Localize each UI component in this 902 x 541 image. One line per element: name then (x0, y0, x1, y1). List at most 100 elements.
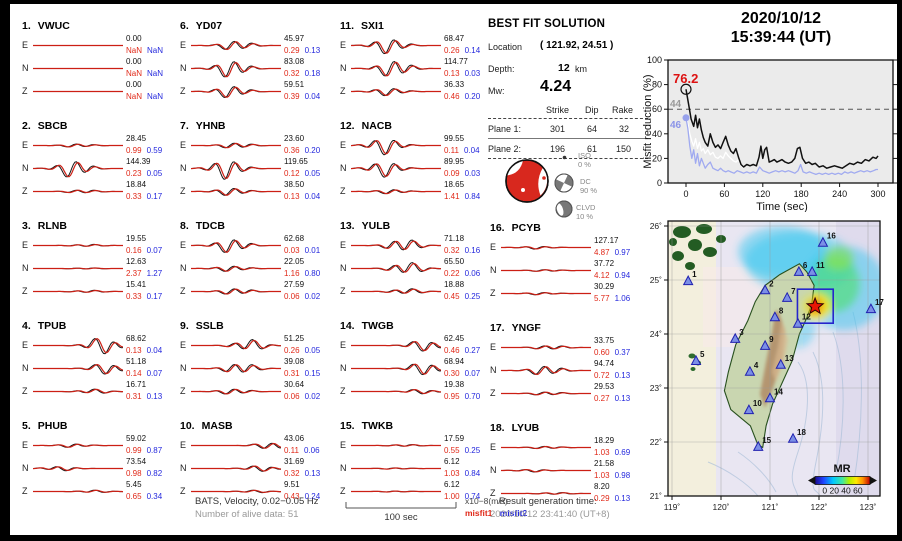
amplitude-value: 37.72 (594, 259, 615, 268)
misfit2-value: 1.06 (614, 293, 631, 303)
location-value: ( 121.92, 24.51 ) (540, 40, 614, 51)
station-name: PCYB (511, 222, 541, 234)
waveform-trace (351, 363, 441, 376)
station-block: 16. PCYB E 127.17 4.87 0.97 N 37.72 4.12 0.94 Z 30.… (490, 222, 642, 305)
station-block: 7. YHNB E 23.60 0.36 0.20 N 119.65 0.12 0.05 Z 38.5… (180, 120, 332, 203)
amplitude-value: 18.29 (594, 436, 615, 445)
map-lat-tick-label: 26˚ (650, 221, 662, 231)
misfit1-value: 0.31 (284, 368, 300, 378)
trace-row: Z 38.50 0.13 0.04 (180, 180, 332, 203)
amplitude-value: 65.50 (444, 257, 465, 266)
amplitude-value: 39.08 (284, 357, 305, 366)
misfit-values: 0.46 0.27 (444, 346, 480, 355)
misfit-values: NaN NaN (126, 69, 163, 78)
start-marker-dot (682, 114, 690, 122)
trace-row: E 68.62 0.13 0.04 (22, 334, 174, 357)
misfit-values: 0.11 0.04 (444, 146, 480, 155)
misfit2-value: 0.13 (146, 391, 163, 401)
misfit1-value: 0.14 (126, 368, 142, 378)
misfit2-value: 0.05 (304, 345, 321, 355)
station-number: 3. (22, 220, 31, 232)
amplitude-value: 23.60 (284, 134, 305, 143)
amplitude-value: 17.59 (444, 434, 465, 443)
depth-label: Depth: (488, 64, 515, 74)
amplitude-value: 29.53 (594, 382, 615, 391)
map-station-number: 2 (769, 279, 774, 288)
misfit2-value: 0.98 (614, 470, 631, 480)
waveform-trace (191, 239, 281, 253)
amplitude-value: 31.69 (284, 457, 305, 466)
dc-pct: 90 % (580, 186, 598, 195)
waveform-trace (33, 443, 123, 448)
waveform-trace (351, 189, 441, 195)
amplitude-value: 28.45 (126, 134, 147, 143)
misfit2-value: 0.82 (146, 468, 163, 478)
map-station-number: 17 (875, 298, 884, 307)
misfit-values: 0.30 0.07 (444, 369, 480, 378)
trace-row: Z 36.33 0.46 0.20 (340, 80, 492, 103)
dc-label: DC (580, 177, 591, 186)
misfit1-value: 0.39 (284, 91, 300, 101)
misfit2-value: 0.03 (464, 68, 481, 78)
station-block: 14. TWGB E 62.45 0.46 0.27 N 68.94 0.30 0.07 Z 19.3… (340, 320, 492, 403)
misfit1-value: 0.26 (444, 45, 460, 55)
station-triangle-icon (759, 339, 771, 350)
plane1-rake: 32 (619, 124, 630, 134)
misfit1-value: 0.32 (444, 245, 460, 255)
misfit2-value: 0.03 (464, 168, 481, 178)
map-lon-tick-label: 120˚ (712, 502, 729, 512)
station-block: 17. YNGF E 33.75 0.60 0.37 N 94.74 0.72 0.13 Z 29.5… (490, 322, 642, 405)
map-graticule: 119˚ 120˚ 121˚ 122˚ 123˚ 21˚ 22˚ 23˚ 24˚ 25˚ 26˚ (650, 221, 880, 512)
trace-row: Z 30.29 5.77 1.06 (490, 282, 642, 305)
component-label: Z (180, 86, 186, 96)
waveform-trace (191, 142, 281, 149)
station-label: 12. NACB (340, 120, 392, 132)
y-tick-label: 0 (657, 178, 662, 188)
misfit1-value: NaN (126, 68, 143, 78)
amplitude-value: 6.12 (444, 457, 460, 466)
event-time: 15:39:44 (UT) (730, 29, 832, 46)
station-label: 7. YHNB (180, 120, 226, 132)
separator (488, 138, 648, 139)
station-triangle-icon (787, 432, 799, 443)
waveform-trace (351, 88, 441, 97)
misfit1-value: 0.09 (444, 168, 460, 178)
station-block: 13. YULB E 71.18 0.32 0.16 N 65.50 0.22 0.06 Z 18.8… (340, 220, 492, 303)
component-label: E (180, 340, 187, 350)
waveform-trace (33, 489, 123, 493)
map-station-number: 9 (769, 335, 774, 344)
waveform-trace (191, 265, 281, 272)
waveform-trace (33, 243, 123, 247)
trace-row: E 18.29 1.03 0.69 (490, 436, 642, 459)
station-triangle-icon (729, 332, 741, 343)
station-triangle-icon (792, 317, 804, 328)
misfit-values: NaN NaN (126, 92, 163, 101)
misfit1-value: 0.32 (284, 468, 300, 478)
component-label: E (22, 440, 29, 450)
waveform-trace (191, 442, 281, 449)
station-block: 5. PHUB E 59.02 0.99 0.87 N 73.54 0.98 0.82 Z 5.45 0… (22, 420, 174, 503)
station-number: 9. (180, 320, 189, 332)
station-name: YULB (361, 220, 391, 232)
map-lat-tick-label: 24˚ (650, 329, 662, 339)
component-label: N (340, 463, 347, 473)
misfit-values: 0.32 0.13 (284, 469, 320, 478)
trace-row: E 99.55 0.11 0.04 (340, 134, 492, 157)
amplitude-value: 33.75 (594, 336, 615, 345)
station-triangle-icon (744, 365, 756, 376)
station-number: 10. (180, 420, 195, 432)
station-triangle-icon (682, 275, 694, 286)
trace-row: Z 6.12 1.00 0.74 (340, 480, 492, 503)
misfit2-value: 0.15 (304, 368, 321, 378)
misfit-values: 0.13 0.03 (444, 69, 480, 78)
map-station-number: 10 (753, 399, 762, 408)
component-label: E (180, 140, 187, 150)
misfit-values: 1.03 0.98 (594, 471, 630, 480)
waveform-trace (501, 246, 591, 250)
misfit1-value: 1.00 (444, 491, 460, 501)
station-column-1: 1. VWUC E 0.00 NaN NaN N 0.00 NaN NaN Z 0.00 NaN NaN 2… (22, 20, 174, 520)
component-label: E (490, 342, 497, 352)
location-label: Location (488, 42, 523, 52)
station-block: 8. TDCB E 62.68 0.03 0.01 N 22.05 1.16 0.80 Z 27.59… (180, 220, 332, 303)
misfit-values: 0.29 0.13 (594, 494, 630, 503)
